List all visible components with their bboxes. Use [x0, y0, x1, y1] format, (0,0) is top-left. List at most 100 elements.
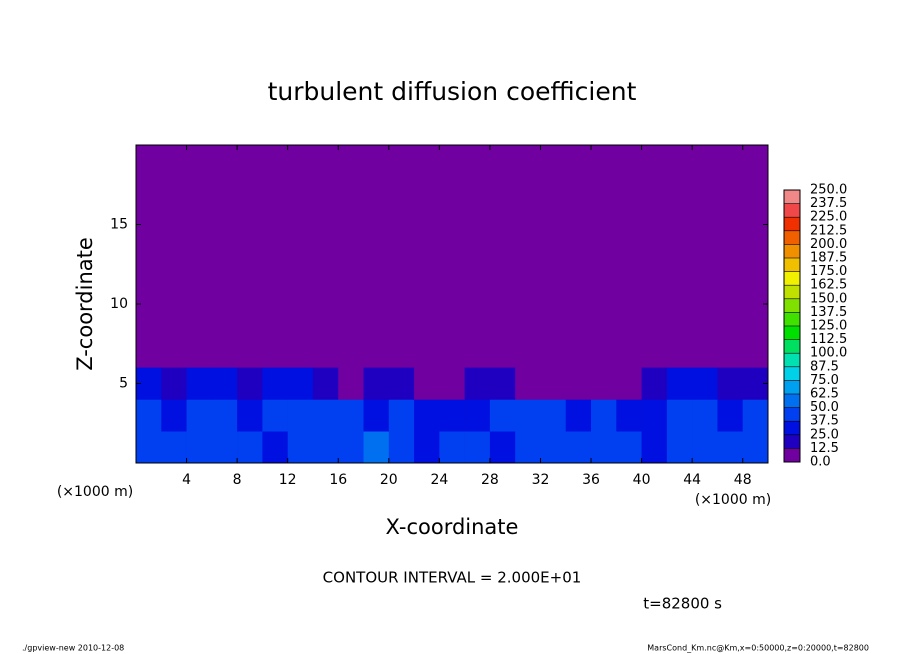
heatmap-cell	[742, 431, 769, 464]
colorbar-label: 100.0	[810, 346, 847, 361]
heatmap-cell	[464, 399, 491, 432]
footer-right: MarsCond_Km.nc@Km,x=0:50000,z=0:20000,t=…	[647, 644, 869, 653]
heatmap-cell	[666, 431, 693, 464]
heatmap-cell	[338, 399, 364, 432]
heatmap-cell	[161, 367, 187, 400]
y-tick-label: 10	[110, 296, 128, 312]
heatmap-cell	[363, 367, 390, 400]
colorbar-label: 212.5	[810, 223, 847, 238]
heatmap-cell	[439, 431, 465, 464]
heatmap-cell	[692, 399, 718, 432]
heatmap-cell	[363, 399, 390, 432]
heatmap-cell	[186, 367, 213, 400]
heatmap-cell	[439, 399, 465, 432]
heatmap-cell	[338, 431, 364, 464]
heatmap-cell	[515, 367, 541, 400]
y-axis-label: Z-coordinate	[73, 237, 97, 371]
x-tick-label: 24	[430, 472, 448, 488]
heatmap-cell	[540, 367, 567, 400]
heatmap-cell	[591, 367, 617, 400]
colorbar-label: 137.5	[810, 305, 847, 320]
colorbar-label: 0.0	[810, 455, 831, 470]
colorbar-label: 12.5	[810, 441, 839, 456]
colorbar-label: 125.0	[810, 319, 847, 334]
time-label: t=82800 s	[643, 595, 722, 613]
colorbar-label: 25.0	[810, 427, 839, 442]
heatmap-cell	[262, 367, 288, 400]
colorbar-swatch	[784, 448, 800, 462]
colorbar-label: 237.5	[810, 196, 847, 211]
x-tick-label: 12	[279, 472, 297, 488]
heatmap-cell	[211, 431, 238, 464]
colorbar-swatch	[784, 203, 800, 218]
colorbar-label: 62.5	[810, 387, 839, 402]
heatmap-cell	[641, 399, 668, 432]
colorbar-swatch	[784, 326, 800, 340]
heatmap-cell	[717, 431, 744, 464]
heatmap-cell	[515, 431, 541, 464]
colorbar-label: 50.0	[810, 400, 839, 415]
heatmap-cell	[489, 367, 516, 400]
x-unit-left: (×1000 m)	[57, 484, 133, 500]
heatmap-cell	[414, 367, 440, 400]
heatmap-cell	[287, 431, 314, 464]
contour-interval: CONTOUR INTERVAL = 2.000E+01	[323, 569, 582, 587]
heatmap-cell	[186, 399, 213, 432]
heatmap-cell	[211, 367, 238, 400]
colorbar-swatch	[784, 366, 800, 381]
colorbar-label: 150.0	[810, 291, 847, 306]
x-tick-label: 48	[734, 472, 752, 488]
colorbar-label: 225.0	[810, 210, 847, 225]
colorbar-swatch	[784, 285, 800, 299]
y-tick-label: 15	[110, 217, 128, 233]
heatmap-cell	[489, 431, 516, 464]
colorbar-swatch	[784, 230, 800, 245]
heatmap-cell	[489, 399, 516, 432]
colorbar-swatch	[784, 339, 800, 354]
colorbar-swatch	[784, 394, 800, 408]
heatmap-cell	[565, 431, 592, 464]
heatmap-cell	[338, 367, 364, 400]
colorbar-swatch	[784, 217, 800, 231]
heatmap-cell	[136, 431, 162, 464]
heatmap-cell	[237, 399, 263, 432]
colorbar-label: 250.0	[810, 183, 847, 198]
heatmap-cell	[388, 431, 415, 464]
heatmap-cell	[312, 399, 339, 432]
colorbar-label: 87.5	[810, 359, 839, 374]
heatmap-cell	[616, 399, 642, 432]
heatmap-cell	[540, 431, 567, 464]
heatmap-cell	[312, 367, 339, 400]
heatmap-cell	[363, 431, 390, 464]
x-tick-label: 28	[481, 472, 499, 488]
heatmap-cell	[641, 367, 668, 400]
heatmap-cell	[692, 367, 718, 400]
x-tick-label: 44	[683, 472, 701, 488]
heatmap-cell	[464, 367, 491, 400]
heatmap-cell	[464, 431, 491, 464]
colorbar-swatch	[784, 298, 800, 313]
heatmap-cell	[161, 399, 187, 432]
heatmap-cell	[388, 399, 415, 432]
colorbar-label: 162.5	[810, 278, 847, 293]
x-axis-label: X-coordinate	[386, 515, 519, 539]
colorbar-swatch	[784, 271, 800, 286]
heatmap-cell	[287, 367, 314, 400]
colorbar-label: 200.0	[810, 237, 847, 252]
heatmap-cell	[717, 367, 744, 400]
colorbar-swatch	[784, 407, 800, 422]
footer-left: ./gpview-new 2010-12-08	[22, 644, 124, 653]
colorbar-swatch	[784, 380, 800, 394]
heatmap-cell	[515, 399, 541, 432]
heatmap-cell	[237, 431, 263, 464]
colorbar-label: 75.0	[810, 373, 839, 388]
heatmap-cell	[666, 367, 693, 400]
heatmap-cell	[540, 399, 567, 432]
heatmap-cell	[742, 399, 769, 432]
heatmap-cell	[211, 399, 238, 432]
heatmap-cell	[287, 399, 314, 432]
colorbar-label: 37.5	[810, 414, 839, 429]
heatmap-cell	[666, 399, 693, 432]
colorbar-swatch	[784, 244, 800, 258]
